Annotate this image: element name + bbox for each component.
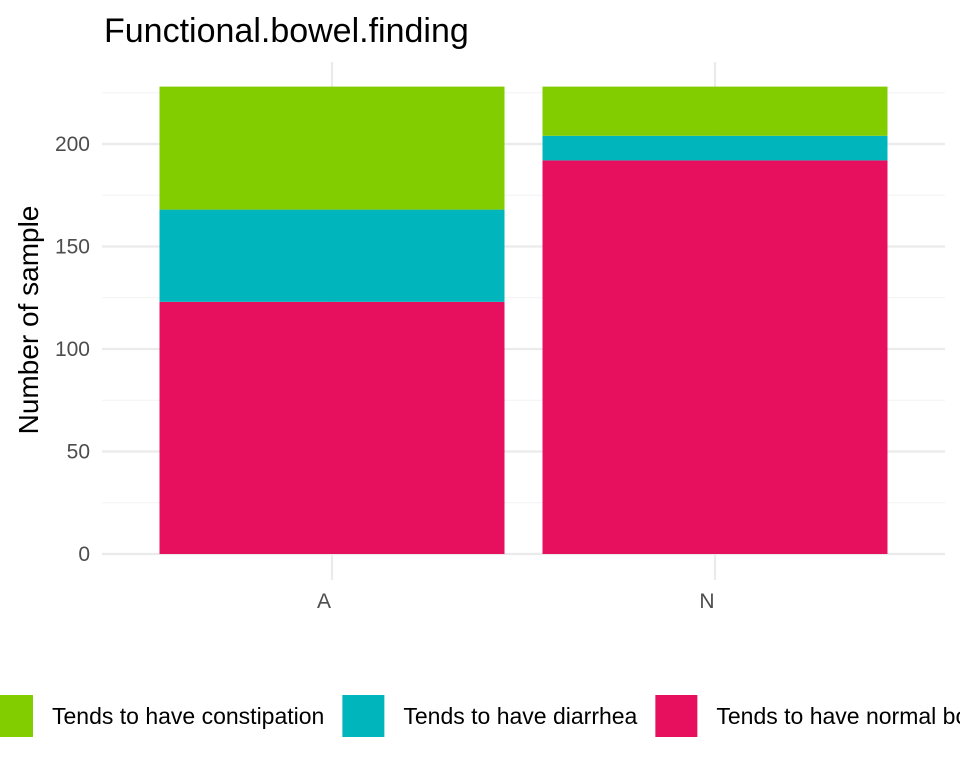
bar-segment — [159, 301, 505, 554]
legend-key — [655, 695, 698, 737]
y-tick-label: 0 — [78, 543, 90, 566]
bars — [159, 86, 888, 554]
bar-segment — [542, 86, 888, 136]
x-tick-label: N — [699, 590, 714, 613]
legend-label: Tends to have diarrhea — [403, 703, 637, 729]
y-tick-label: 100 — [55, 338, 90, 361]
bar-segment — [542, 135, 888, 161]
legend-key — [342, 695, 385, 737]
y-axis-ticks: 0 50 100 150 200 — [55, 133, 90, 566]
bar-segment — [159, 209, 505, 302]
bar-segment — [159, 86, 505, 210]
chart-title: Functional.bowel.finding — [104, 12, 469, 50]
legend-label: Tends to have normal bowel movements — [716, 703, 960, 729]
y-tick-label: 50 — [67, 441, 90, 464]
legend-key — [0, 695, 33, 737]
legend: Tends to have constipation Tends to have … — [0, 695, 960, 737]
y-tick-label: 200 — [55, 133, 90, 156]
x-tick-label: A — [317, 590, 331, 613]
y-axis-label: Number of sample — [13, 206, 44, 435]
y-tick-label: 150 — [55, 236, 90, 259]
legend-label: Tends to have constipation — [52, 703, 324, 729]
bar-segment — [542, 160, 888, 554]
